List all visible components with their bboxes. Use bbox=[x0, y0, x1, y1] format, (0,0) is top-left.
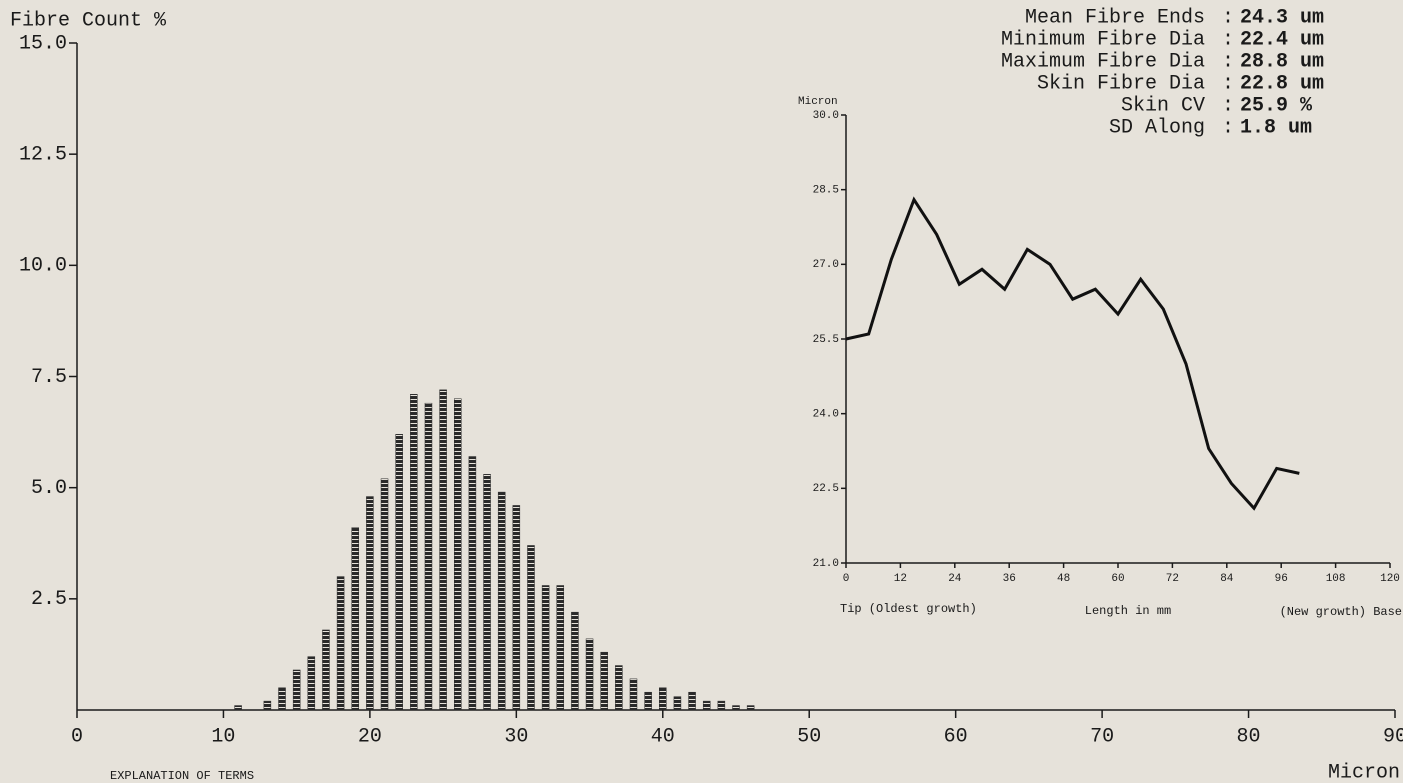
stat-value: 1.8 um bbox=[1240, 116, 1312, 139]
x-tick-label: 40 bbox=[651, 725, 675, 748]
inset-annotation: Tip (Oldest growth) bbox=[840, 602, 977, 616]
y-tick-label: 22.5 bbox=[813, 483, 839, 495]
bar bbox=[483, 474, 491, 711]
y-tick-label: 28.5 bbox=[813, 185, 839, 197]
bar bbox=[366, 496, 374, 711]
y-tick-label: 5.0 bbox=[31, 477, 67, 500]
stat-separator: : bbox=[1222, 72, 1234, 95]
bar bbox=[468, 456, 477, 711]
stat-value: 28.8 um bbox=[1240, 50, 1324, 73]
x-tick-label: 96 bbox=[1275, 573, 1288, 585]
x-tick-label: 84 bbox=[1220, 573, 1234, 585]
stat-separator: : bbox=[1222, 28, 1234, 51]
bar bbox=[556, 585, 565, 711]
x-tick-label: 60 bbox=[944, 725, 968, 748]
bar bbox=[424, 402, 433, 711]
x-tick-label: 12 bbox=[894, 573, 907, 585]
bar bbox=[380, 478, 389, 711]
bar bbox=[307, 656, 316, 711]
stat-label: Mean Fibre Ends bbox=[1025, 6, 1205, 29]
bar bbox=[395, 434, 403, 711]
stat-label: SD Along bbox=[1109, 116, 1205, 139]
y-tick-label: 30.0 bbox=[813, 110, 839, 122]
stat-separator: : bbox=[1222, 116, 1234, 139]
bar bbox=[585, 638, 594, 711]
bar bbox=[629, 678, 638, 711]
bar bbox=[497, 491, 506, 711]
y-axis-label: Fibre Count % bbox=[10, 9, 167, 32]
y-tick-label: 7.5 bbox=[31, 366, 67, 389]
stat-label: Maximum Fibre Dia bbox=[1001, 50, 1205, 73]
bar bbox=[512, 505, 521, 711]
bar bbox=[673, 696, 682, 711]
x-tick-label: 24 bbox=[948, 573, 962, 585]
x-tick-label: 60 bbox=[1111, 573, 1124, 585]
bar bbox=[278, 687, 286, 711]
inset-annotation: (New growth) Base bbox=[1280, 605, 1402, 619]
x-tick-label: 48 bbox=[1057, 573, 1070, 585]
x-tick-label: 36 bbox=[1003, 573, 1016, 585]
x-tick-label: 0 bbox=[71, 725, 83, 748]
y-tick-label: 12.5 bbox=[19, 143, 67, 166]
stat-value: 24.3 um bbox=[1240, 6, 1324, 29]
x-axis-label: Micron bbox=[1328, 761, 1400, 783]
bar bbox=[410, 394, 418, 711]
y-tick-label: 10.0 bbox=[19, 255, 67, 278]
stat-label: Skin CV bbox=[1121, 94, 1205, 117]
inset-x-label: Length in mm bbox=[1085, 604, 1171, 618]
bar bbox=[732, 705, 740, 711]
bar bbox=[439, 389, 447, 711]
bar bbox=[234, 705, 242, 711]
bar bbox=[746, 705, 755, 711]
x-tick-label: 20 bbox=[358, 725, 382, 748]
x-tick-label: 80 bbox=[1237, 725, 1261, 748]
y-tick-label: 21.0 bbox=[813, 558, 839, 570]
footer: EXPLANATION OF TERMS bbox=[110, 769, 254, 783]
bar bbox=[351, 527, 359, 711]
x-tick-label: 50 bbox=[797, 725, 821, 748]
x-tick-label: 90 bbox=[1383, 725, 1403, 748]
bar bbox=[571, 611, 579, 711]
x-tick-label: 10 bbox=[211, 725, 235, 748]
stat-separator: : bbox=[1222, 6, 1234, 29]
y-tick-label: 27.0 bbox=[813, 259, 839, 271]
bar bbox=[717, 700, 726, 711]
stat-separator: : bbox=[1222, 94, 1234, 117]
bar bbox=[659, 687, 667, 711]
x-tick-label: 70 bbox=[1090, 725, 1114, 748]
y-tick-label: 2.5 bbox=[31, 588, 67, 611]
x-tick-label: 108 bbox=[1326, 573, 1346, 585]
bar bbox=[615, 665, 623, 711]
stat-separator: : bbox=[1222, 50, 1234, 73]
y-tick-label: 24.0 bbox=[813, 409, 839, 421]
bar bbox=[688, 691, 696, 711]
stat-value: 25.9 % bbox=[1240, 94, 1313, 117]
line bbox=[845, 196, 1300, 511]
x-tick-label: 0 bbox=[843, 573, 850, 585]
stat-label: Skin Fibre Dia bbox=[1037, 72, 1205, 95]
bar bbox=[454, 398, 462, 711]
y-tick-label: 15.0 bbox=[19, 32, 67, 55]
bar bbox=[541, 585, 550, 711]
x-tick-label: 30 bbox=[504, 725, 528, 748]
stat-value: 22.4 um bbox=[1240, 28, 1324, 51]
bar bbox=[527, 545, 535, 711]
bar bbox=[322, 629, 330, 711]
stat-value: 22.8 um bbox=[1240, 72, 1324, 95]
x-tick-label: 120 bbox=[1380, 573, 1400, 585]
bar bbox=[336, 576, 345, 711]
bar bbox=[263, 700, 272, 711]
y-tick-label: 25.5 bbox=[813, 334, 839, 346]
stat-label: Minimum Fibre Dia bbox=[1001, 28, 1205, 51]
bar bbox=[600, 651, 608, 711]
x-tick-label: 72 bbox=[1166, 573, 1179, 585]
bar bbox=[292, 669, 301, 711]
inset-y-label: Micron bbox=[798, 96, 838, 108]
bar bbox=[644, 691, 652, 711]
bar bbox=[702, 700, 711, 711]
